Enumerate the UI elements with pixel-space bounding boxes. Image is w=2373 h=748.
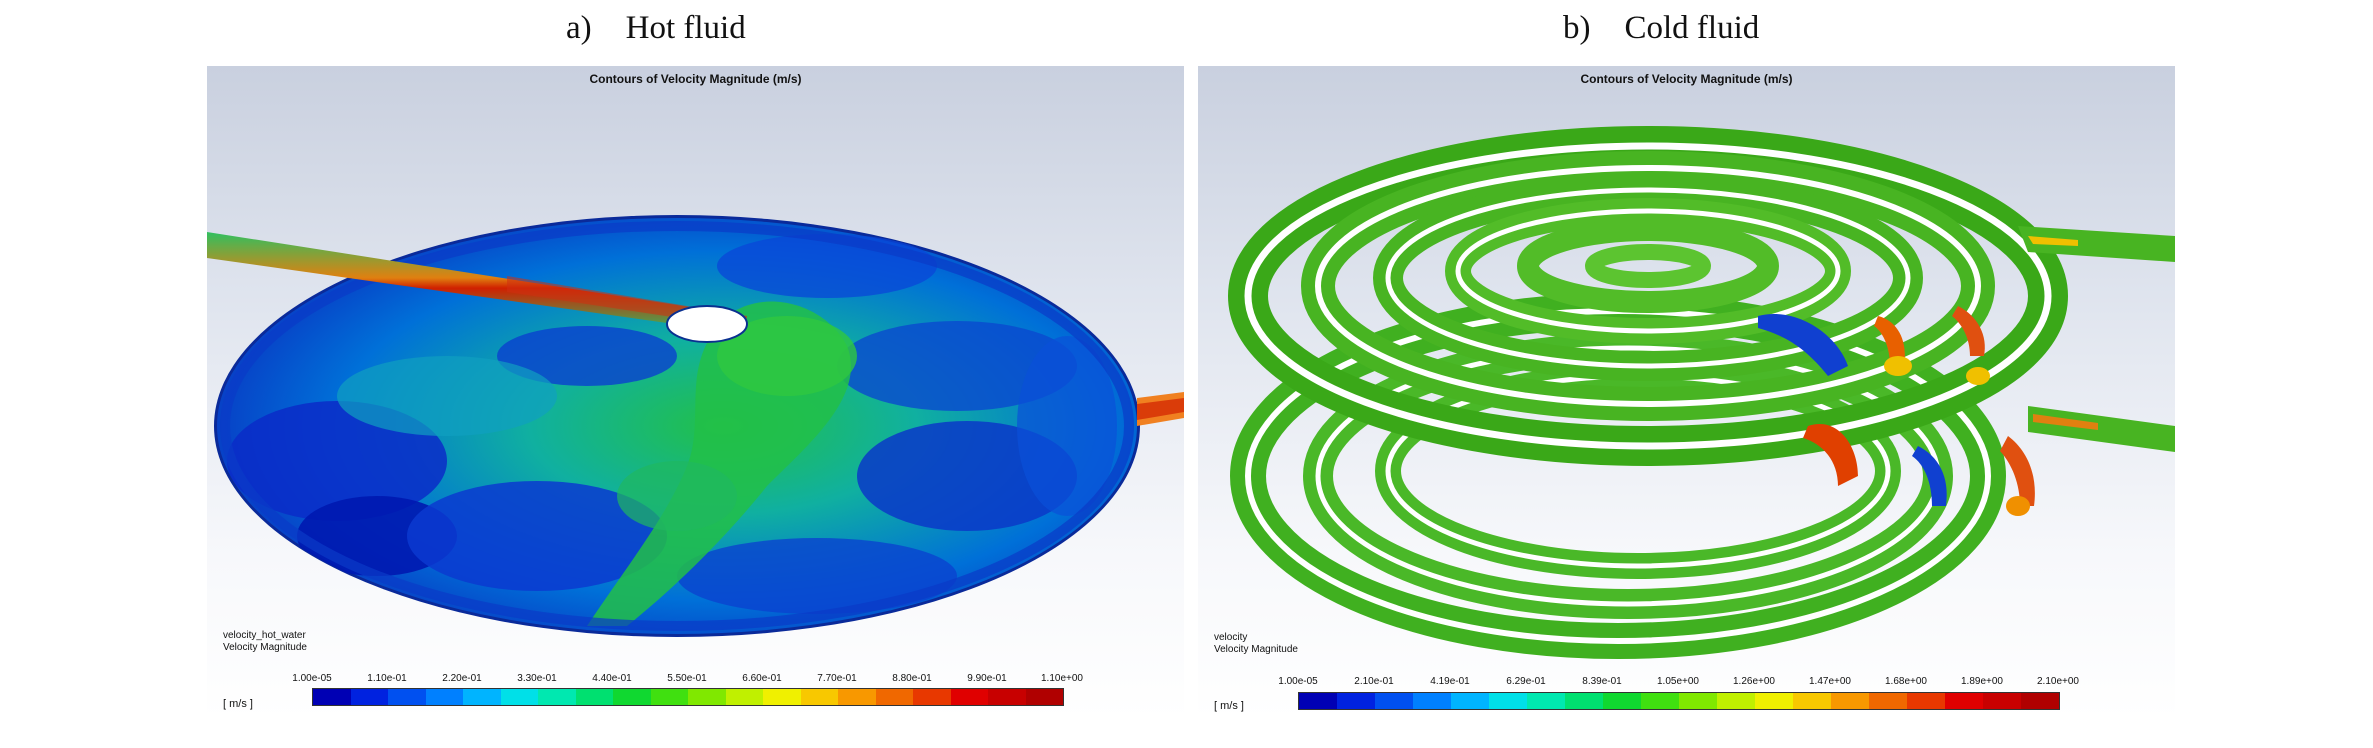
colorbar-segment [613,689,651,705]
colorbar-segment [688,689,726,705]
colorbar-segment [1413,693,1451,709]
caption-label: b) [1563,10,1591,46]
caption-title: Cold fluid [1624,10,1760,46]
colorbar-tick: 2.10e-01 [1354,676,1394,687]
colorbar-segment [575,689,613,705]
colorbar-segment [313,689,351,705]
colorbar-segment [1831,693,1869,709]
colorbar-segment [650,689,688,705]
colorbar-segment [800,689,838,705]
center-hole [666,305,748,343]
colorbar-tick: 1.10e-01 [367,673,407,684]
colorbar-tick: 1.47e+00 [1809,676,1851,687]
colorbar-tick: 4.19e-01 [1430,676,1470,687]
cold-fluid-panel: Contours of Velocity Magnitude (m/s) [1198,66,2175,719]
colorbar-segment [1907,693,1945,709]
colorbar-ticks: 1.00e-05 1.10e-01 2.20e-01 3.30e-01 4.40… [207,673,1184,685]
colorbar-tick: 6.60e-01 [742,673,782,684]
colorbar-segment [1489,693,1527,709]
inlet-jet [207,232,747,334]
colorbar-tick: 5.50e-01 [667,673,707,684]
colorbar-tick: 2.10e+00 [2037,676,2079,687]
colorbar-segment [538,689,576,705]
colorbar-segment [1717,693,1755,709]
caption-label: a) [566,10,592,46]
caption-title: Hot fluid [625,10,746,46]
colorbar-segment [988,689,1026,705]
colorbar-tick: 1.10e+00 [1041,673,1083,684]
colorbar-segment [1375,693,1413,709]
colorbar-segment [1793,693,1831,709]
colorbar-tick: 4.40e-01 [592,673,632,684]
quantity-name: Velocity Magnitude [223,642,307,653]
colorbar [312,688,1064,706]
caption-cold-fluid: b) Cold fluid [1563,10,1759,47]
colorbar-segment [1869,693,1907,709]
colorbar-segment [500,689,538,705]
panel-title: Contours of Velocity Magnitude (m/s) [1580,72,1793,86]
colorbar-segment [1603,693,1641,709]
colorbar-segment [1679,693,1717,709]
colorbar-tick: 1.00e-05 [1278,676,1318,687]
colorbar-tick: 9.90e-01 [967,673,1007,684]
colorbar-tick: 7.70e-01 [817,673,857,684]
colorbar-segment [388,689,426,705]
colorbar-segment [463,689,501,705]
caption-hot-fluid: a) Hot fluid [566,10,746,47]
upper-spiral-layer [1228,126,2068,466]
colorbar-segment [763,689,801,705]
quantity-name: Velocity Magnitude [1214,644,1298,655]
colorbar-tick: 6.29e-01 [1506,676,1546,687]
colorbar-segment [1983,693,2021,709]
variable-label: velocity Velocity Magnitude [1214,632,1298,656]
high-velocity-regions [1758,306,2035,516]
variable-label: velocity_hot_water Velocity Magnitude [223,630,307,654]
hot-fluid-contour-plot [207,215,1184,637]
colorbar-tick: 1.00e-05 [292,673,332,684]
units-label: [ m/s ] [1214,700,1244,712]
colorbar-segment [725,689,763,705]
colorbar-tick: 8.80e-01 [892,673,932,684]
units-label: [ m/s ] [223,698,253,710]
colorbar-segment [1025,689,1063,705]
colorbar-tick: 3.30e-01 [517,673,557,684]
colorbar-tick: 2.20e-01 [442,673,482,684]
colorbar-segment [838,689,876,705]
colorbar-segment [1755,693,1793,709]
colorbar-segment [1299,693,1337,709]
panel-title: Contours of Velocity Magnitude (m/s) [589,72,802,86]
colorbar-segment [1565,693,1603,709]
colorbar-segment [913,689,951,705]
colorbar-segment [1945,693,1983,709]
colorbar-segment [425,689,463,705]
colorbar-segment [950,689,988,705]
colorbar-tick: 1.05e+00 [1657,676,1699,687]
colorbar [1298,692,2060,710]
colorbar-segment [875,689,913,705]
inlet-pipe [2018,226,2175,262]
colorbar-tick: 1.26e+00 [1733,676,1775,687]
colorbar-tick: 1.68e+00 [1885,676,1927,687]
colorbar-ticks: 1.00e-05 2.10e-01 4.19e-01 6.29e-01 8.39… [1198,676,2175,688]
colorbar-tick: 8.39e-01 [1582,676,1622,687]
variable-name: velocity_hot_water [223,630,306,641]
hot-fluid-panel: Contours of Velocity Magnitude (m/s) [207,66,1184,719]
cold-fluid-contour-plot [1228,126,2175,659]
colorbar-segment [1527,693,1565,709]
variable-name: velocity [1214,632,1248,643]
colorbar-segment [1451,693,1489,709]
outlet-pipe [2028,406,2175,452]
colorbar-segment [1337,693,1375,709]
colorbar-segment [2021,693,2059,709]
colorbar-segment [1641,693,1679,709]
colorbar-tick: 1.89e+00 [1961,676,2003,687]
colorbar-segment [350,689,388,705]
